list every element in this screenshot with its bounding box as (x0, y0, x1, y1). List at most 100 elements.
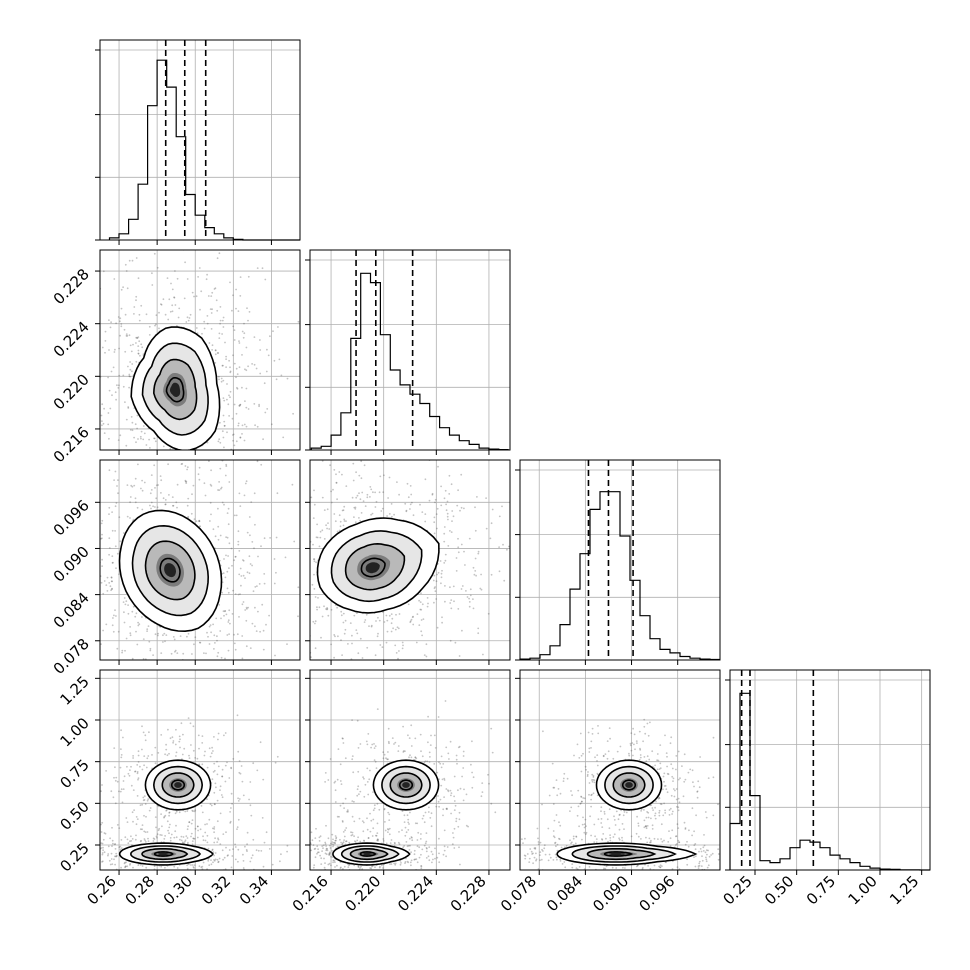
scatter-point (61, 850, 63, 852)
scatter-point (185, 482, 188, 484)
scatter-point (316, 845, 319, 848)
scatter-point (312, 517, 315, 519)
scatter-point (425, 850, 428, 853)
scatter-point (194, 757, 197, 759)
scatter-point (447, 545, 450, 547)
scatter-point (428, 499, 431, 502)
scatter-point (222, 479, 224, 481)
scatter-point (148, 325, 151, 328)
scatter-point (464, 852, 466, 854)
scatter-point (112, 630, 115, 633)
scatter-point (350, 696, 352, 698)
scatter-point (348, 699, 350, 701)
scatter-point (127, 365, 129, 368)
scatter-point (292, 517, 294, 519)
scatter-point (400, 862, 402, 864)
scatter-point (679, 777, 681, 780)
scatter-point (92, 876, 94, 878)
scatter-point (296, 625, 298, 627)
scatter-point (152, 837, 155, 840)
scatter-point (41, 626, 43, 628)
scatter-point (236, 373, 239, 375)
scatter-point (229, 370, 232, 373)
scatter-point (328, 844, 331, 847)
scatter-point (333, 513, 336, 515)
scatter-point (203, 320, 206, 323)
scatter-point (434, 857, 436, 860)
scatter-point (490, 573, 493, 576)
scatter-point (469, 594, 472, 597)
scatter-point (97, 532, 99, 534)
scatter-point (175, 755, 177, 757)
scatter-point (245, 480, 248, 483)
scatter-point (318, 545, 321, 548)
scatter-point (445, 509, 448, 512)
scatter-point (210, 752, 213, 755)
scatter-point (218, 604, 221, 606)
scatter-point (458, 811, 461, 814)
scatter-point (445, 788, 448, 790)
scatter-point (146, 628, 149, 631)
scatter-point (353, 820, 356, 823)
scatter-point (53, 437, 55, 439)
scatter-point (424, 520, 427, 523)
scatter-point (135, 299, 137, 302)
scatter-point (137, 352, 140, 355)
scatter-point (195, 295, 198, 298)
scatter-point (256, 425, 259, 428)
scatter-point (232, 294, 234, 297)
scatter-point (328, 854, 331, 856)
scatter-point (338, 815, 340, 818)
scatter-point (292, 568, 294, 570)
scatter-point (186, 316, 189, 319)
scatter-point (255, 630, 258, 632)
scatter-point (159, 475, 162, 477)
scatter-point (696, 791, 699, 793)
scatter-point (171, 496, 174, 498)
scatter-point (157, 484, 160, 486)
scatter-point (98, 666, 100, 668)
scatter-point (369, 867, 371, 869)
scatter-point (241, 424, 244, 427)
scatter-point (664, 785, 667, 787)
scatter-point (141, 865, 144, 867)
scatter-point (342, 742, 345, 744)
scatter-point (436, 507, 439, 510)
scatter-point (461, 585, 464, 587)
scatter-point (223, 734, 225, 737)
scatter-point (224, 732, 227, 734)
scatter-point (415, 641, 418, 644)
scatter-point (326, 607, 328, 609)
scatter-point (425, 643, 428, 646)
scatter-point (412, 623, 415, 626)
scatter-point (320, 871, 322, 873)
scatter-point (221, 591, 224, 594)
scatter-point (265, 370, 268, 373)
density-fill (402, 782, 410, 788)
scatter-point (308, 545, 310, 547)
scatter-point (438, 805, 440, 808)
scatter-point (532, 548, 534, 550)
scatter-point (233, 329, 236, 331)
scatter-point (124, 313, 127, 316)
scatter-point (429, 817, 432, 819)
scatter-point (256, 267, 259, 269)
scatter-point (163, 632, 166, 635)
scatter-point (341, 821, 344, 823)
scatter-point (137, 349, 140, 352)
scatter-point (86, 858, 88, 860)
scatter-point (132, 518, 135, 521)
scatter-point (410, 493, 413, 496)
scatter-point (262, 648, 265, 651)
scatter-point (107, 854, 109, 857)
scatter-point (238, 340, 240, 342)
scatter-point (146, 454, 148, 456)
scatter-point (101, 860, 104, 863)
scatter-point (394, 628, 397, 631)
scatter-point (54, 870, 56, 872)
scatter-point (672, 788, 675, 790)
scatter-point (348, 884, 350, 886)
scatter-point (340, 783, 343, 785)
scatter-point (143, 764, 146, 767)
scatter-point (363, 795, 366, 798)
